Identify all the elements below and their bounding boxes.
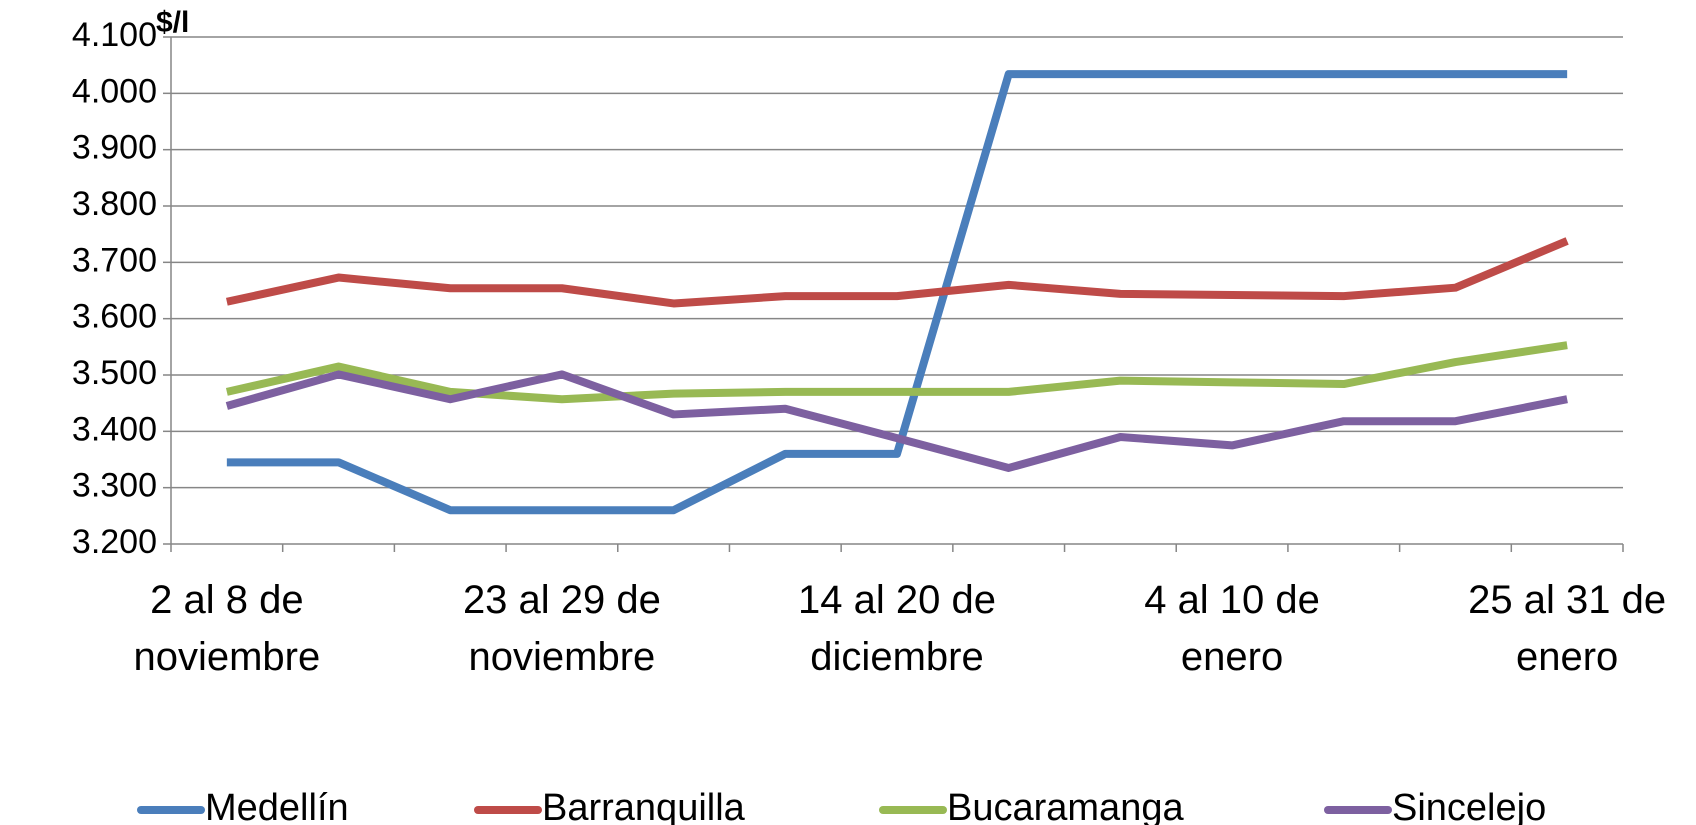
- x-tick-label: 23 al 29 de noviembre: [462, 578, 661, 679]
- y-tick-label: 3.500: [72, 354, 157, 392]
- legend-label: Barranquilla: [542, 787, 746, 825]
- x-tick-label: 25 al 31 de enero: [1468, 578, 1667, 679]
- y-axis-label: $/l: [156, 6, 189, 39]
- x-tick-label: 14 al 20 de diciembre: [798, 578, 996, 679]
- legend-label: Medellín: [205, 787, 349, 825]
- y-tick-label: 3.600: [72, 298, 157, 336]
- y-tick-label: 3.900: [72, 129, 157, 167]
- y-tick-label: 3.800: [72, 185, 157, 223]
- series-line: [226, 70, 1568, 515]
- y-tick-label: 4.000: [72, 72, 157, 110]
- series-line: [225, 341, 1568, 404]
- x-tick-label: 4 al 10 de enero: [1144, 578, 1320, 679]
- x-tick-label: 2 al 8 de noviembre: [133, 578, 321, 679]
- y-tick-label: 3.700: [72, 241, 157, 279]
- y-tick-label: 3.300: [72, 467, 157, 505]
- y-tick-label: 4.100: [72, 16, 157, 54]
- y-tick-label: 3.200: [72, 523, 157, 561]
- legend-label: Sincelejo: [1392, 787, 1546, 825]
- series-line: [225, 370, 1568, 472]
- legend-label: Bucaramanga: [947, 787, 1184, 825]
- series-line: [225, 237, 1569, 308]
- y-tick-label: 3.400: [72, 410, 157, 448]
